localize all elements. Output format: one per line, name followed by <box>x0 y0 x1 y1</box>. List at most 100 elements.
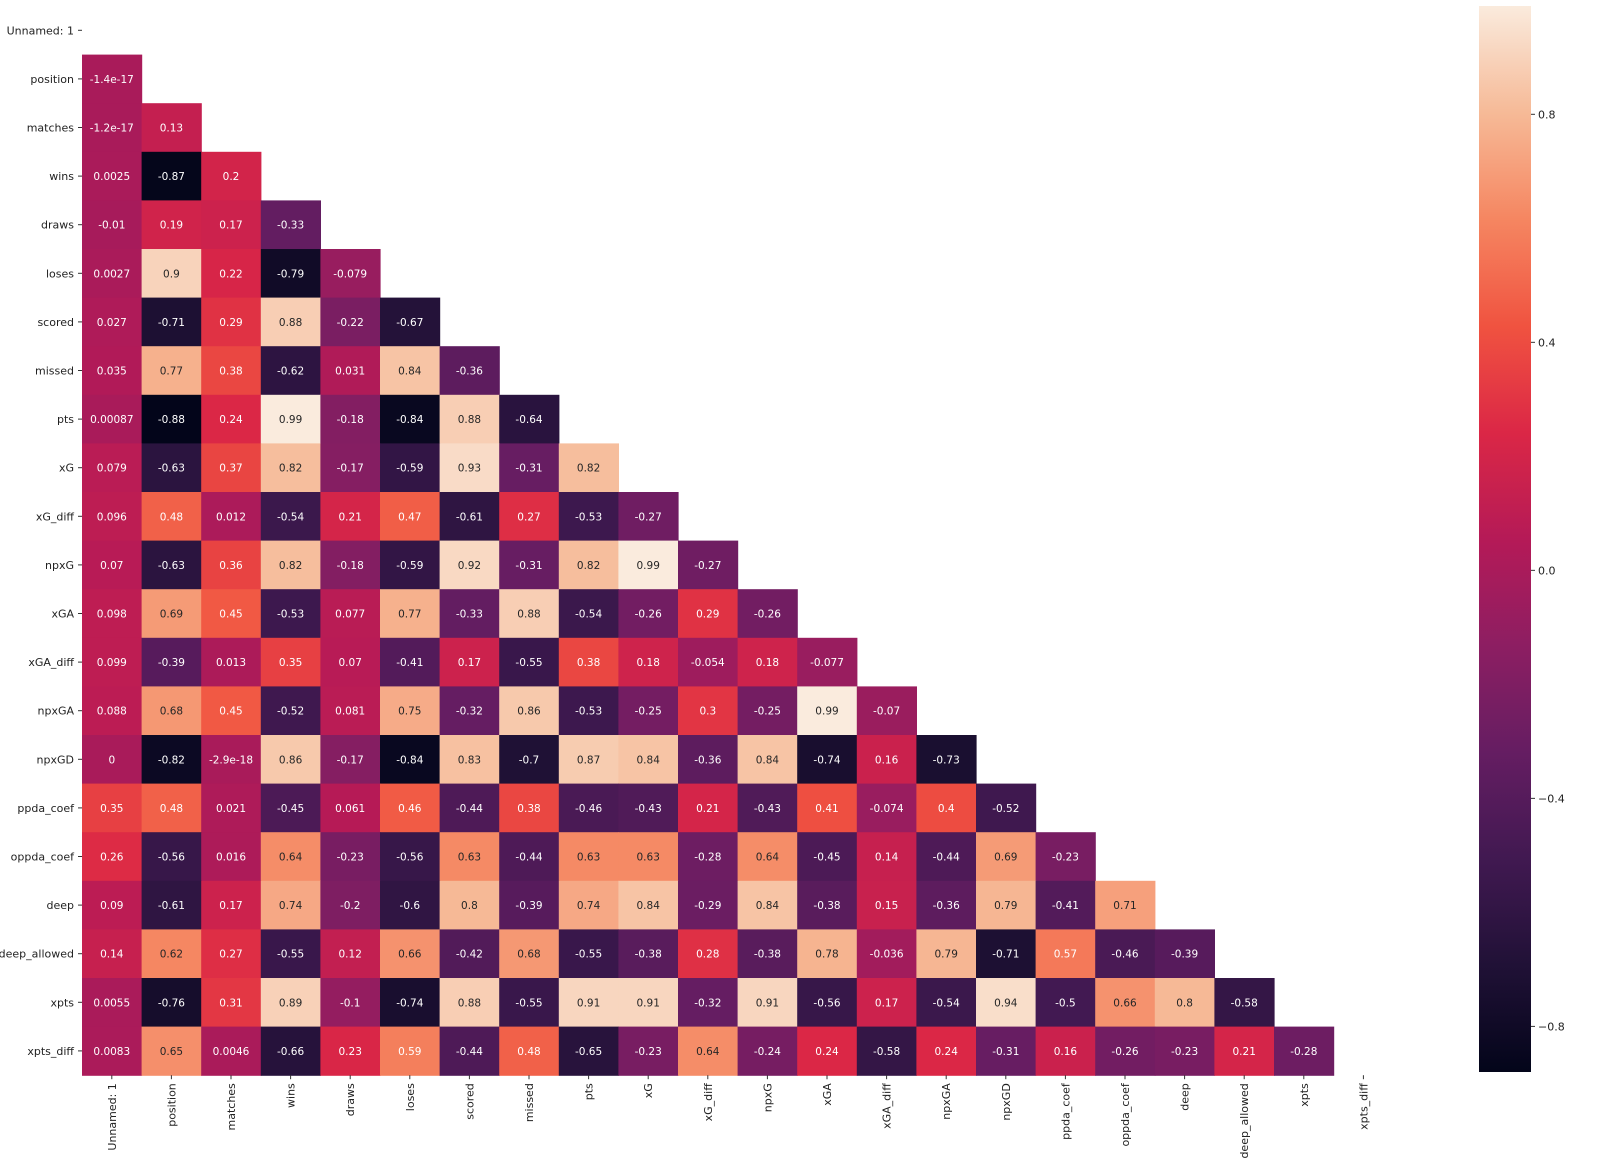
heatmap-cell <box>380 686 441 736</box>
heatmap-cell <box>737 880 798 930</box>
row-tick-label: ppda_coef <box>17 802 75 815</box>
heatmap-cell <box>380 443 441 493</box>
heatmap-cell <box>856 880 917 930</box>
cell-value-label: -0.36 <box>694 754 721 766</box>
cell-value-label: -0.32 <box>456 706 483 718</box>
heatmap-cell <box>1274 1026 1335 1076</box>
cell-value-label: -0.59 <box>396 463 423 475</box>
heatmap-cell <box>439 735 500 785</box>
cell-value-label: -0.76 <box>158 997 185 1009</box>
row-tick-label: xpts <box>50 996 74 1009</box>
heatmap-cell <box>82 929 143 979</box>
heatmap-cell <box>260 880 321 930</box>
cell-value-label: 0.69 <box>160 609 183 621</box>
heatmap-cell <box>141 103 202 153</box>
heatmap-cell <box>499 443 560 493</box>
heatmap-cell <box>916 735 977 785</box>
cell-value-label: 0.07 <box>100 560 123 572</box>
heatmap-cell <box>141 686 202 736</box>
column-tick-label: draws <box>344 1083 357 1116</box>
heatmap-cell <box>82 783 143 833</box>
cell-value-label: 0.93 <box>458 463 481 475</box>
cell-value-label: 0.86 <box>517 706 541 718</box>
cell-value-label: -0.54 <box>933 997 960 1009</box>
cell-value-label: 0.26 <box>100 852 124 864</box>
heatmap-cell <box>976 832 1037 882</box>
column-tick-label: xGA_diff <box>881 1083 894 1129</box>
cell-value-label: -0.41 <box>396 657 423 669</box>
heatmap-cell <box>439 346 500 396</box>
cell-value-label: 0.46 <box>398 803 422 815</box>
cell-value-label: 0.62 <box>160 949 183 961</box>
cell-value-label: -0.23 <box>337 852 364 864</box>
heatmap-cell <box>201 492 262 542</box>
cell-value-label: 0.79 <box>935 949 958 961</box>
colorbar-tick-label: 0.8 <box>1538 108 1556 121</box>
heatmap-cell <box>678 880 739 930</box>
heatmap-cell <box>320 346 381 396</box>
cell-value-label: 0.66 <box>398 949 422 961</box>
heatmap-cell <box>737 929 798 979</box>
cell-value-label: 0.24 <box>219 414 243 426</box>
heatmap-cell <box>797 783 858 833</box>
heatmap-cell <box>499 394 560 444</box>
cell-value-label: -0.52 <box>992 803 1019 815</box>
cell-value-label: 0.91 <box>756 997 779 1009</box>
heatmap-cell <box>916 929 977 979</box>
heatmap-cell <box>320 249 381 299</box>
row-tick-label: draws <box>41 219 74 232</box>
column-tick-label: pts <box>583 1083 596 1100</box>
heatmap-cell <box>141 394 202 444</box>
heatmap-cell <box>201 589 262 639</box>
cell-value-label: -0.67 <box>396 317 423 329</box>
cell-value-label: 0.57 <box>1054 949 1077 961</box>
cell-value-label: -0.58 <box>1231 997 1258 1009</box>
heatmap-cell <box>976 880 1037 930</box>
column-tick-label: matches <box>225 1083 238 1131</box>
cell-value-label: -0.66 <box>277 1046 304 1058</box>
heatmap-cell <box>558 1026 619 1076</box>
heatmap-cell <box>976 978 1037 1028</box>
heatmap-cell <box>439 394 500 444</box>
cell-value-label: 0.86 <box>279 754 303 766</box>
heatmap-cell <box>856 929 917 979</box>
heatmap-cell <box>439 978 500 1028</box>
colorbar: 0.8 0.4 0.0 −0.4 −0.8 <box>1479 6 1565 1072</box>
colorbar-gradient <box>1479 6 1531 1072</box>
cell-value-label: -0.74 <box>396 997 423 1009</box>
heatmap-cell <box>558 589 619 639</box>
cell-value-label: -0.18 <box>337 560 364 572</box>
heatmap-cell <box>82 394 143 444</box>
heatmap-cell <box>82 637 143 687</box>
cell-value-label: -0.82 <box>158 754 185 766</box>
heatmap-cell <box>439 929 500 979</box>
heatmap-cell <box>678 783 739 833</box>
cell-value-label: -0.56 <box>158 852 185 864</box>
heatmap-cell <box>320 540 381 590</box>
cell-value-label: -0.84 <box>396 414 423 426</box>
column-tick-label: xpts <box>1298 1083 1311 1107</box>
cell-value-label: 0.84 <box>637 900 661 912</box>
heatmap-cell <box>380 783 441 833</box>
cell-value-label: 0.45 <box>219 706 242 718</box>
row-tick-label: xpts_diff <box>27 1045 74 1058</box>
heatmap-cell <box>201 151 262 201</box>
cell-value-label: 0.14 <box>875 852 899 864</box>
cell-value-label: -0.63 <box>158 560 185 572</box>
cell-value-label: -0.63 <box>158 463 185 475</box>
heatmap-cell <box>260 394 321 444</box>
cell-value-label: 0.99 <box>815 706 838 718</box>
column-tick-label: Unnamed: 1 <box>106 1083 119 1150</box>
cell-value-label: -0.27 <box>694 560 721 572</box>
cell-value-label: -0.71 <box>992 949 1019 961</box>
cell-value-label: -0.41 <box>1052 900 1079 912</box>
cell-value-label: -0.55 <box>575 949 602 961</box>
cell-value-label: -0.2 <box>340 900 361 912</box>
heatmap-cell <box>141 589 202 639</box>
cell-value-label: 0.82 <box>577 560 600 572</box>
cell-value-label: -0.59 <box>396 560 423 572</box>
cell-value-label: -0.73 <box>933 754 960 766</box>
cell-value-label: -0.32 <box>694 997 721 1009</box>
heatmap-cell <box>737 832 798 882</box>
heatmap-cell <box>380 929 441 979</box>
